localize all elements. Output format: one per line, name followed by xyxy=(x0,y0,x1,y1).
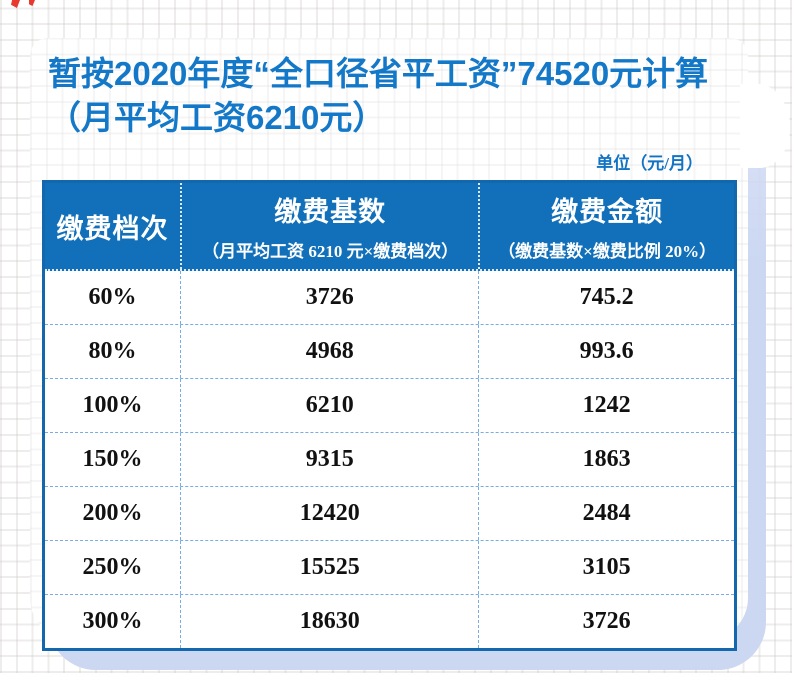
base-cell: 15525 xyxy=(180,541,478,595)
column-header-label: 缴费金额 xyxy=(551,197,664,228)
corner-swoosh-decoration xyxy=(740,84,790,168)
tier-cell: 200% xyxy=(82,500,143,527)
tier-cell: 250% xyxy=(82,554,143,581)
table-row: 300% 18630 3726 xyxy=(45,594,734,649)
base-cell: 3726 xyxy=(180,271,478,325)
table-row: 60% 3726 745.2 xyxy=(45,271,734,325)
base-cell: 9315 xyxy=(180,433,478,487)
column-header-base: 缴费基数 （月平均工资 6210 元×缴费档次） xyxy=(180,183,478,270)
amount-cell: 1863 xyxy=(478,433,734,487)
content-card: 暂按2020年度“全口径省平工资”74520元计算（月平均工资6210元） 单位… xyxy=(30,38,748,652)
amount-cell: 745.2 xyxy=(478,271,734,325)
column-header-label: 缴费基数 xyxy=(274,197,387,228)
table-row: 200% 12420 2484 xyxy=(45,486,734,541)
base-cell: 4968 xyxy=(180,325,478,379)
contribution-table: 缴费档次 缴费基数 （月平均工资 6210 元×缴费档次） 缴费金额 （缴费基数… xyxy=(42,180,737,652)
base-cell: 18630 xyxy=(180,595,478,649)
base-cell: 6210 xyxy=(180,379,478,433)
page-title: 暂按2020年度“全口径省平工资”74520元计算（月平均工资6210元） xyxy=(48,55,709,137)
column-header-label: 缴费档次 xyxy=(56,213,169,244)
base-cell: 12420 xyxy=(180,487,478,541)
table-row: 80% 4968 993.6 xyxy=(45,324,734,379)
red-ribbon-decoration xyxy=(11,0,20,8)
amount-cell: 1242 xyxy=(478,379,734,433)
amount-cell: 3726 xyxy=(478,595,734,649)
tier-cell: 300% xyxy=(82,608,143,635)
amount-cell: 2484 xyxy=(478,487,734,541)
table-row: 100% 6210 1242 xyxy=(45,378,734,433)
tier-cell: 60% xyxy=(88,284,137,311)
table-row: 250% 15525 3105 xyxy=(45,540,734,595)
table-header-row: 缴费档次 缴费基数 （月平均工资 6210 元×缴费档次） 缴费金额 （缴费基数… xyxy=(45,183,734,272)
column-header-sublabel: （月平均工资 6210 元×缴费档次） xyxy=(202,242,459,262)
tier-cell: 100% xyxy=(82,392,143,419)
tier-cell: 80% xyxy=(88,338,137,365)
column-header-amount: 缴费金额 （缴费基数×缴费比例 20%） xyxy=(478,183,734,270)
unit-label: 单位（元/月） xyxy=(596,154,703,174)
column-header-sublabel: （缴费基数×缴费比例 20%） xyxy=(498,242,717,262)
table-row: 150% 9315 1863 xyxy=(45,432,734,487)
amount-cell: 3105 xyxy=(478,541,734,595)
red-ribbon-decoration xyxy=(29,0,35,6)
amount-cell: 993.6 xyxy=(478,325,734,379)
tier-cell: 150% xyxy=(82,446,143,473)
column-header-tier: 缴费档次 xyxy=(45,183,180,269)
table-body: 60% 3726 745.2 80% 4968 993.6 100% 6210 … xyxy=(45,271,734,649)
